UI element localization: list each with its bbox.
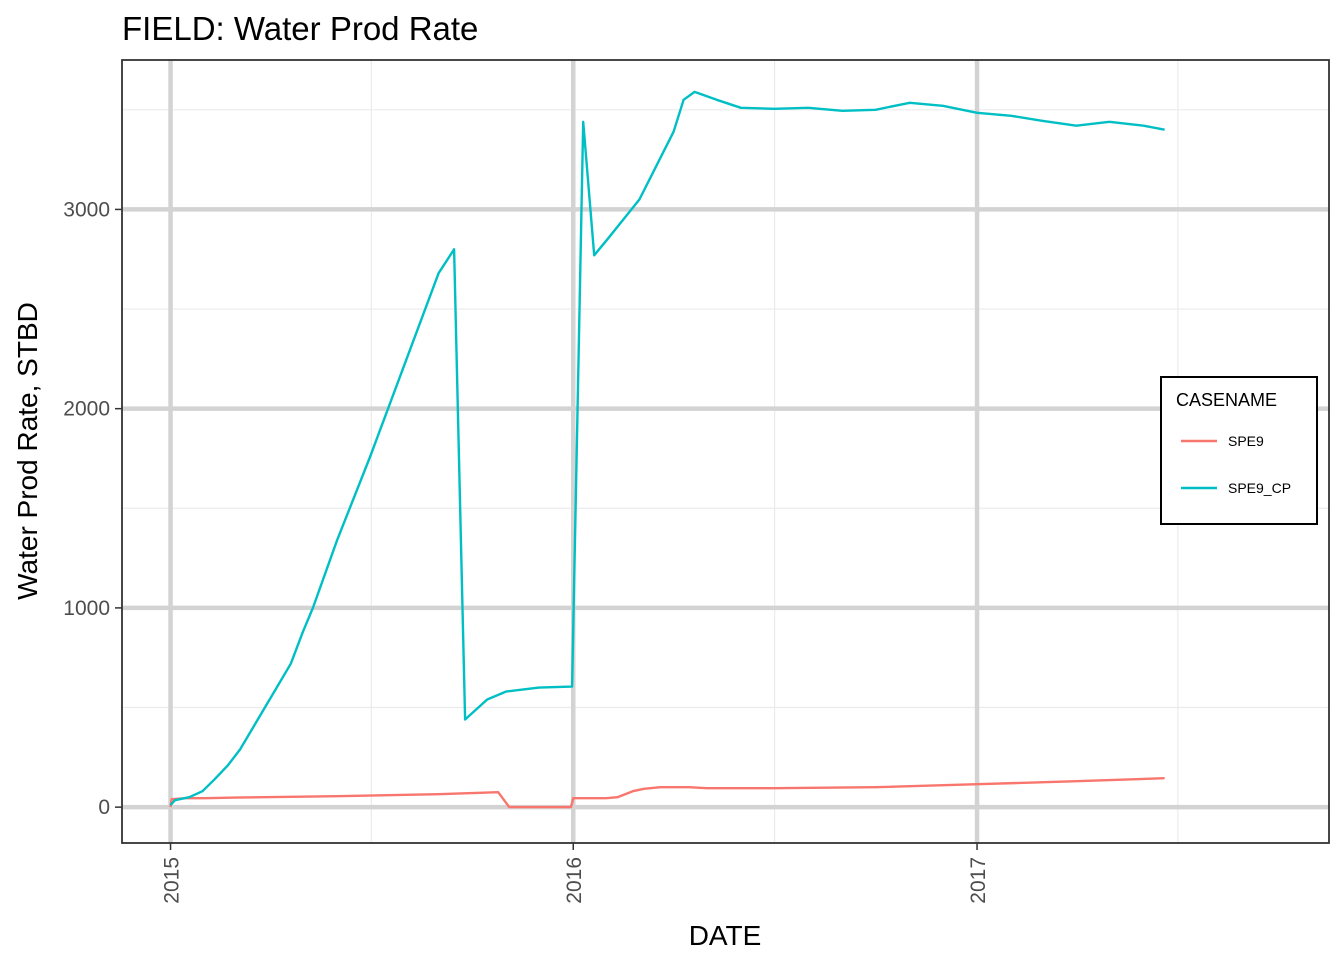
y-tick-label: 0 [98,796,110,819]
y-tick-label: 2000 [63,398,110,421]
legend-box [1160,376,1318,525]
y-axis: 0 1000 2000 3000 [63,198,122,819]
legend: CASENAME SPE9 SPE9_CP [1160,376,1318,525]
legend-title: CASENAME [1176,390,1277,410]
x-tick-label: 2015 [161,857,184,904]
y-axis-title: Water Prod Rate, STBD [12,302,43,600]
x-tick-label: 2017 [967,857,990,904]
series-line-spe9 [169,777,1165,809]
x-tick-label: 2016 [563,857,586,904]
grid-major [122,60,1329,843]
chart-title: FIELD: Water Prod Rate [122,10,478,47]
y-tick-label: 3000 [63,198,110,221]
y-tick-label: 1000 [63,597,110,620]
legend-label-spe9: SPE9 [1228,433,1264,449]
plot-border [121,59,1330,844]
x-axis-title: DATE [689,920,762,951]
series-layer [169,90,1165,809]
plot-panel [122,60,1329,843]
legend-label-spe9-cp: SPE9_CP [1228,480,1291,496]
series-line-spe9-cp [169,90,1165,806]
x-axis: 2015 2016 2017 [161,843,990,904]
grid-minor [122,60,1329,843]
